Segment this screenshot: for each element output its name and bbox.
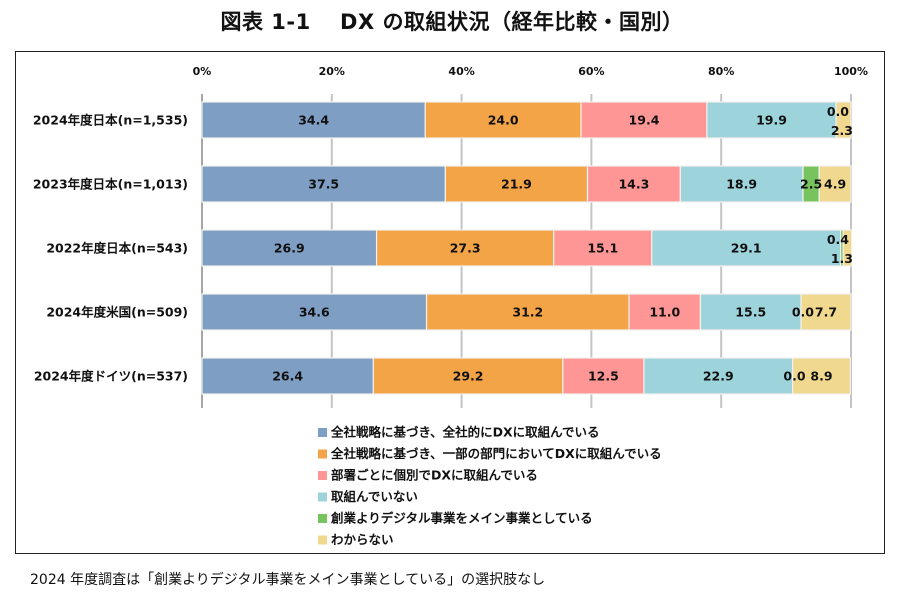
legend-swatch: [318, 449, 327, 459]
data-label: 11.0: [649, 305, 680, 320]
bar-segment: [679, 165, 804, 203]
legend-swatch: [318, 428, 327, 437]
data-label: 0.4: [827, 232, 849, 247]
data-label: 29.1: [731, 241, 762, 256]
legend-label: 取組んでいない: [331, 489, 418, 504]
data-label: 2.5: [800, 177, 822, 192]
data-label: 2.3: [831, 123, 853, 138]
category-label: 2024年度米国(n=509): [46, 305, 188, 320]
data-label: 26.9: [274, 241, 305, 256]
x-tick-label: 80%: [708, 65, 734, 78]
data-label: 34.6: [299, 305, 330, 320]
legend-swatch: [318, 535, 327, 545]
bar-segment: [201, 357, 374, 395]
bar-segment: [800, 293, 852, 331]
data-label: 15.1: [587, 241, 618, 256]
data-label: 7.7: [815, 305, 837, 320]
legend-swatch: [318, 514, 327, 523]
chart-title: 図表 1-1 DX の取組状況（経年比較・国別）: [220, 10, 684, 34]
bar-segment: [586, 165, 681, 203]
data-label: 37.5: [308, 177, 339, 192]
bar-segment: [651, 229, 842, 267]
data-label: 31.2: [512, 305, 543, 320]
data-label: 19.4: [629, 113, 660, 128]
bar-segment: [201, 229, 378, 267]
data-label: 29.2: [453, 369, 484, 384]
x-tick-label: 40%: [448, 65, 474, 78]
bar-segment: [201, 293, 428, 331]
bar-segment: [818, 165, 852, 203]
bar-segment: [791, 357, 851, 395]
legend-label: 全社戦略に基づき、全社的にDXに取組んでいる: [330, 425, 600, 440]
legend-label: 全社戦略に基づき、一部の部門においてDXに取組んでいる: [330, 446, 662, 461]
x-tick-label: 20%: [319, 65, 345, 78]
data-label: 15.5: [735, 305, 766, 320]
data-label: 4.9: [824, 177, 846, 192]
data-label: 18.9: [726, 177, 757, 192]
data-label: 24.0: [488, 113, 519, 128]
data-label: 0.0: [792, 305, 814, 320]
x-tick-label: 0%: [193, 65, 212, 78]
bar-segment: [580, 101, 708, 139]
data-label: 19.9: [756, 113, 787, 128]
data-label: 27.3: [450, 241, 481, 256]
data-label: 21.9: [501, 177, 532, 192]
category-label: 2022年度日本(n=543): [46, 241, 188, 256]
data-label: 0.0: [783, 369, 805, 384]
legend-swatch: [318, 492, 327, 502]
bar-segment: [842, 229, 853, 267]
category-label: 2024年度ドイツ(n=537): [34, 369, 188, 384]
legend-label: 創業よりデジタル事業をメイン事業としている: [330, 511, 593, 526]
x-tick-label: 60%: [578, 65, 604, 78]
data-label: 0.0: [827, 104, 849, 119]
bar-segment: [835, 101, 852, 139]
legend-label: わからない: [331, 532, 394, 547]
legend-label: 部署ごとに個別でDXに取組んでいる: [331, 468, 538, 483]
x-tick-label: 100%: [834, 65, 868, 78]
bar-segment: [425, 293, 630, 331]
bar-segment: [375, 229, 555, 267]
bar-segment: [372, 357, 564, 395]
data-label: 14.3: [618, 177, 649, 192]
legend-swatch: [318, 471, 327, 480]
data-label: 34.4: [298, 113, 329, 128]
bar-segment: [553, 229, 653, 267]
bar-segment: [201, 165, 446, 203]
category-label: 2023年度日本(n=1,013): [33, 177, 188, 192]
data-label: 12.5: [588, 369, 619, 384]
footnote: 2024 年度調査は「創業よりデジタル事業をメイン事業としている」の選択肢なし: [30, 572, 546, 588]
bar-segment: [201, 101, 426, 139]
category-label: 2024年度日本(n=1,535): [33, 113, 188, 128]
data-label: 22.9: [703, 369, 734, 384]
bar-segment: [628, 293, 702, 331]
bar-segment: [643, 357, 794, 395]
data-label: 8.9: [810, 369, 832, 384]
data-label: 26.4: [272, 369, 303, 384]
bar-segment: [562, 357, 645, 395]
data-label: 1.3: [831, 251, 853, 266]
